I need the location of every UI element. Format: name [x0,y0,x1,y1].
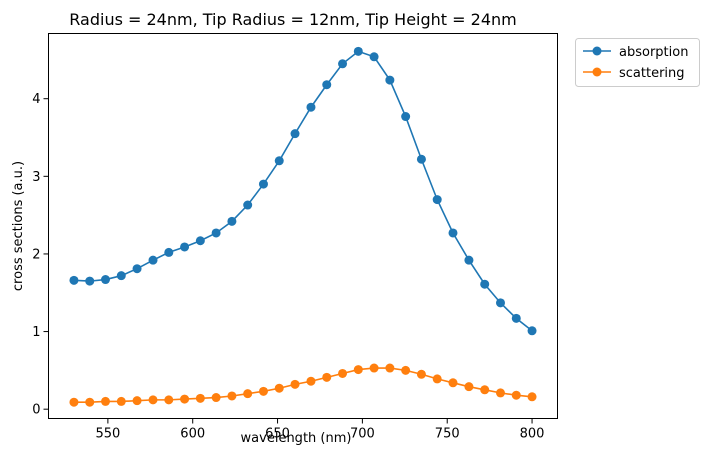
data-point-scattering [290,379,300,389]
data-point-scattering [495,388,505,398]
x-tick-label: 550 [95,427,120,442]
chart-title: Radius = 24nm, Tip Radius = 12nm, Tip He… [69,10,516,29]
data-point-absorption [227,216,237,226]
data-point-scattering [369,363,379,373]
x-axis: 550 600 650 700 750 800 [95,418,545,442]
data-point-absorption [195,236,205,246]
y-tick-label: 4 [32,92,40,107]
data-point-absorption [432,195,442,205]
data-point-absorption [164,247,174,257]
data-point-absorption [148,255,158,265]
data-point-scattering [353,365,363,375]
data-point-absorption [527,326,537,336]
data-point-scattering [322,372,332,382]
data-point-absorption [180,242,190,252]
x-tick-label: 600 [180,427,205,442]
data-point-absorption [338,59,348,69]
data-point-scattering [243,389,253,399]
y-axis: 0 1 2 3 4 [32,92,49,418]
y-axis-label: cross sections (a.u.) [11,161,26,291]
data-point-scattering [164,395,174,405]
x-tick-label: 750 [435,427,460,442]
data-point-absorption [448,228,458,238]
data-point-scattering [464,382,474,392]
x-tick-label: 700 [350,427,375,442]
y-tick-label: 0 [32,403,40,418]
data-point-scattering [448,378,458,388]
data-point-absorption [116,271,126,281]
data-point-absorption [401,112,411,122]
data-point-absorption [322,80,332,90]
data-point-absorption [511,313,521,323]
x-tick-label: 800 [520,427,545,442]
data-point-scattering [132,396,142,406]
y-tick-label: 2 [32,247,40,262]
data-point-absorption [274,156,284,166]
data-point-scattering [227,391,237,401]
data-point-scattering [85,397,95,407]
data-point-absorption [495,298,505,308]
data-point-absorption [290,129,300,139]
data-point-scattering [258,386,268,396]
data-point-absorption [480,279,490,289]
legend: absorption scattering [575,38,700,87]
data-point-scattering [416,369,426,379]
data-point-scattering [306,376,316,386]
data-point-scattering [432,374,442,384]
data-point-absorption [69,275,79,285]
data-point-scattering [511,390,521,400]
data-point-absorption [243,200,253,210]
data-point-absorption [85,276,95,286]
data-point-scattering [101,396,111,406]
plot-frame [48,33,558,419]
data-point-scattering [148,395,158,405]
data-point-absorption [211,228,221,238]
data-point-scattering [338,368,348,378]
data-point-absorption [101,275,111,285]
y-tick-label: 1 [32,325,40,340]
legend-marker-scattering [592,67,602,77]
data-point-absorption [258,179,268,189]
x-tick-label: 650 [265,427,290,442]
data-point-scattering [69,397,79,407]
data-point-scattering [385,363,395,373]
data-point-absorption [132,264,142,274]
data-point-absorption [369,52,379,62]
data-point-scattering [274,383,284,393]
data-point-absorption [385,75,395,85]
y-tick-label: 3 [32,170,40,185]
data-point-scattering [480,385,490,395]
x-axis-label: wavelength (nm) [241,431,352,446]
series-layer [69,46,537,407]
data-point-absorption [416,154,426,164]
data-point-scattering [180,394,190,404]
data-point-scattering [401,365,411,375]
data-point-absorption [306,102,316,112]
data-point-absorption [464,255,474,265]
data-point-scattering [195,393,205,403]
data-point-scattering [211,393,221,403]
legend-label-absorption: absorption [619,45,688,60]
data-point-scattering [116,396,126,406]
legend-label-scattering: scattering [619,66,685,81]
data-point-absorption [353,46,363,56]
legend-marker-absorption [592,46,602,56]
data-point-scattering [527,392,537,402]
